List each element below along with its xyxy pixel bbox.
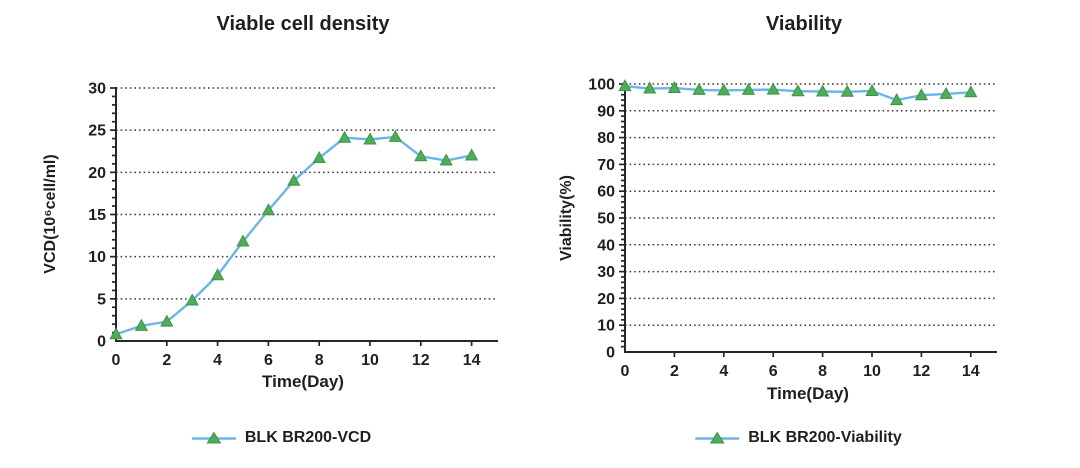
svg-text:4: 4 xyxy=(719,363,728,380)
svg-text:2: 2 xyxy=(162,352,171,369)
legend-label: BLK BR200-VCD xyxy=(244,429,372,446)
legend-label: BLK BR200-Viability xyxy=(748,429,902,446)
svg-text:12: 12 xyxy=(412,352,430,369)
svg-text:0: 0 xyxy=(606,345,615,362)
svg-text:10: 10 xyxy=(88,249,106,266)
svg-text:6: 6 xyxy=(769,363,778,380)
viability-x-axis-label: Time(Day) xyxy=(767,384,849,403)
svg-text:90: 90 xyxy=(597,103,615,120)
svg-text:60: 60 xyxy=(597,184,615,201)
svg-text:8: 8 xyxy=(315,352,324,369)
vcd-plot-area: 0 2 4 6 8 10 12 14 0 5 10 15 20 25 30 xyxy=(88,81,498,369)
viability-plot-area: 0 2 4 6 8 10 12 14 0 10 20 30 40 50 60 70 80 90 100 xyxy=(588,77,997,380)
legend-line-marker-icon xyxy=(191,431,236,443)
svg-text:20: 20 xyxy=(88,165,106,182)
viability-legend: BLK BR200-Viability xyxy=(694,429,902,447)
svg-text:4: 4 xyxy=(213,352,222,369)
viability-y-axis-label: Viability(%) xyxy=(558,175,575,261)
legend-line-marker-icon xyxy=(695,431,740,443)
svg-text:30: 30 xyxy=(597,264,615,281)
svg-text:5: 5 xyxy=(97,291,106,308)
svg-text:0: 0 xyxy=(621,363,630,380)
svg-text:6: 6 xyxy=(264,352,273,369)
svg-text:80: 80 xyxy=(597,130,615,147)
svg-text:70: 70 xyxy=(597,157,615,174)
svg-text:30: 30 xyxy=(88,81,106,98)
svg-text:20: 20 xyxy=(597,291,615,308)
svg-text:0: 0 xyxy=(97,334,106,351)
vcd-legend: BLK BR200-VCD xyxy=(191,429,371,447)
svg-text:14: 14 xyxy=(962,363,980,380)
svg-text:40: 40 xyxy=(597,237,615,254)
svg-text:0: 0 xyxy=(112,352,121,369)
svg-text:10: 10 xyxy=(597,318,615,335)
svg-text:50: 50 xyxy=(597,211,615,228)
svg-text:8: 8 xyxy=(818,363,827,380)
vcd-chart-title: Viable cell density xyxy=(216,13,390,35)
chart-viability: 0 2 4 6 8 10 12 14 0 10 20 30 40 50 60 70 80 90 100 Viabil… xyxy=(540,0,1080,468)
svg-text:15: 15 xyxy=(88,207,106,224)
svg-text:2: 2 xyxy=(670,363,679,380)
svg-text:14: 14 xyxy=(463,352,481,369)
svg-text:10: 10 xyxy=(361,352,379,369)
svg-text:12: 12 xyxy=(913,363,931,380)
chart-viable-cell-density: 0 2 4 6 8 10 12 14 0 5 10 15 20 25 30 Viable cell dens… xyxy=(42,13,498,447)
vcd-y-axis-label: VCD(10⁶cell/ml) xyxy=(42,154,59,274)
svg-text:100: 100 xyxy=(588,77,615,94)
svg-text:25: 25 xyxy=(88,123,106,140)
svg-text:10: 10 xyxy=(863,363,881,380)
vcd-x-axis-label: Time(Day) xyxy=(262,372,344,391)
viability-chart-title: Viability xyxy=(765,13,843,35)
